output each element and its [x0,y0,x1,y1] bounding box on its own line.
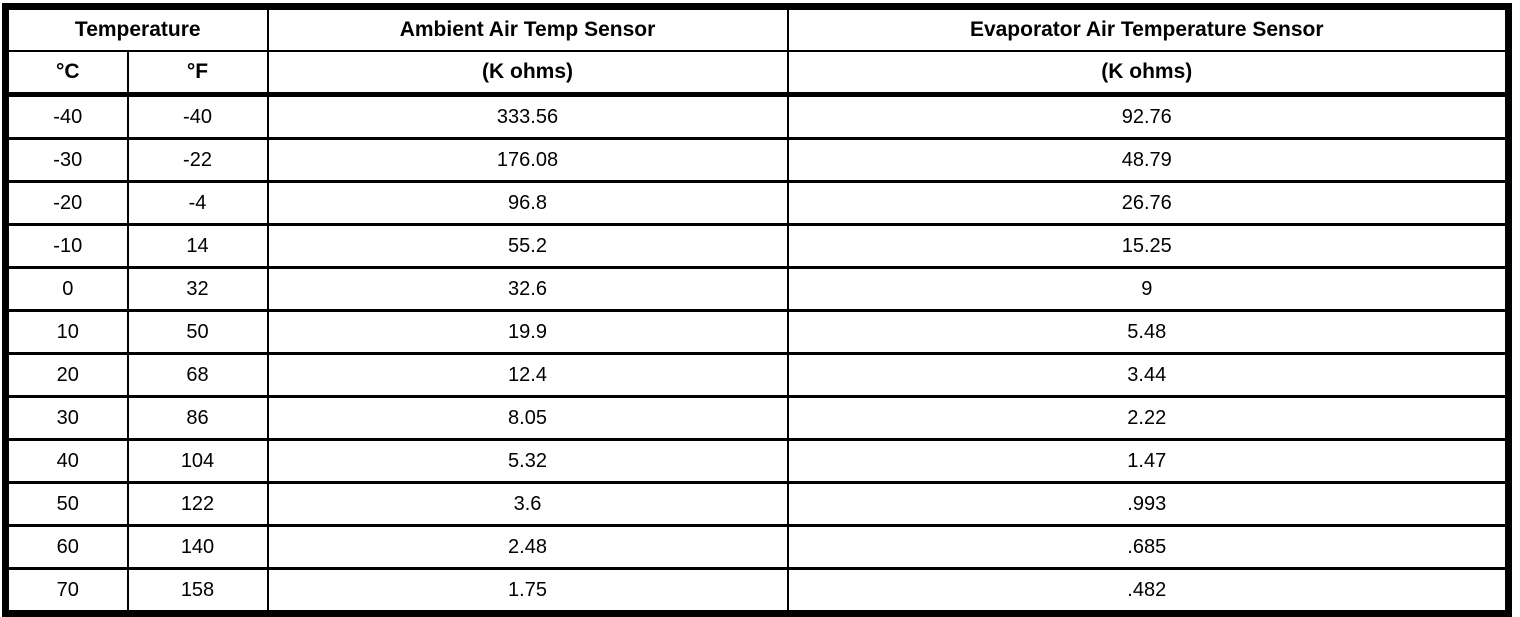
cell-ambient-resistance: 333.56 [266,93,789,140]
table-row: -20 -4 96.8 26.76 [4,180,1510,226]
cell-ambient-resistance: 1.75 [266,567,789,615]
header-fahrenheit-label: °F [126,50,269,97]
table-row: 50 122 3.6 .993 [4,481,1510,527]
cell-ambient-resistance: 5.32 [266,438,789,484]
table-row: -40 -40 333.56 92.76 [4,93,1510,140]
cell-evaporator-resistance: 2.22 [786,395,1510,441]
header-row-titles: Temperature Ambient Air Temp Sensor Evap… [4,5,1510,52]
cell-ambient-resistance: 19.9 [266,309,789,355]
header-celsius-label: °C [4,50,129,97]
table-body: -40 -40 333.56 92.76 -30 -22 176.08 48.7… [4,93,1510,615]
table-row: 40 104 5.32 1.47 [4,438,1510,484]
cell-temp-fahrenheit: 86 [126,395,269,441]
cell-temp-celsius: -10 [4,223,129,269]
cell-ambient-resistance: 3.6 [266,481,789,527]
cell-evaporator-resistance: 3.44 [786,352,1510,398]
cell-temp-celsius: -30 [4,137,129,183]
header-evaporator-sensor-title: Evaporator Air Temperature Sensor [786,5,1510,52]
header-temperature-group: Temperature [4,5,269,52]
cell-evaporator-resistance: 1.47 [786,438,1510,484]
cell-ambient-resistance: 176.08 [266,137,789,183]
cell-ambient-resistance: 12.4 [266,352,789,398]
table-row: 30 86 8.05 2.22 [4,395,1510,441]
cell-ambient-resistance: 8.05 [266,395,789,441]
cell-temp-fahrenheit: 104 [126,438,269,484]
table-row: 60 140 2.48 .685 [4,524,1510,570]
table-row: 70 158 1.75 .482 [4,567,1510,615]
cell-evaporator-resistance: .685 [786,524,1510,570]
header-ambient-unit-label: (K ohms) [266,50,789,97]
cell-ambient-resistance: 96.8 [266,180,789,226]
cell-evaporator-resistance: 92.76 [786,93,1510,140]
cell-temp-fahrenheit: 140 [126,524,269,570]
cell-temp-celsius: -40 [4,93,129,140]
cell-temp-celsius: 70 [4,567,129,615]
table-row: -10 14 55.2 15.25 [4,223,1510,269]
cell-evaporator-resistance: 26.76 [786,180,1510,226]
cell-temp-celsius: 40 [4,438,129,484]
cell-temp-fahrenheit: 50 [126,309,269,355]
cell-temp-celsius: 50 [4,481,129,527]
table-row: 20 68 12.4 3.44 [4,352,1510,398]
header-row-units: °C °F (K ohms) (K ohms) [4,50,1510,97]
cell-temp-fahrenheit: -40 [126,93,269,140]
cell-temp-celsius: 0 [4,266,129,312]
cell-evaporator-resistance: 48.79 [786,137,1510,183]
header-evaporator-unit-label: (K ohms) [786,50,1510,97]
cell-temp-fahrenheit: 158 [126,567,269,615]
cell-evaporator-resistance: 5.48 [786,309,1510,355]
cell-evaporator-resistance: 15.25 [786,223,1510,269]
cell-temp-celsius: -20 [4,180,129,226]
cell-temp-fahrenheit: 32 [126,266,269,312]
cell-temp-fahrenheit: -22 [126,137,269,183]
table-header: Temperature Ambient Air Temp Sensor Evap… [4,5,1510,97]
cell-ambient-resistance: 2.48 [266,524,789,570]
cell-temp-celsius: 60 [4,524,129,570]
cell-temp-fahrenheit: 122 [126,481,269,527]
header-ambient-sensor-title: Ambient Air Temp Sensor [266,5,789,52]
cell-evaporator-resistance: .482 [786,567,1510,615]
cell-ambient-resistance: 32.6 [266,266,789,312]
cell-evaporator-resistance: 9 [786,266,1510,312]
temperature-resistance-table: Temperature Ambient Air Temp Sensor Evap… [2,3,1512,617]
cell-temp-fahrenheit: 68 [126,352,269,398]
table-row: -30 -22 176.08 48.79 [4,137,1510,183]
cell-temp-celsius: 20 [4,352,129,398]
cell-evaporator-resistance: .993 [786,481,1510,527]
table-row: 0 32 32.6 9 [4,266,1510,312]
cell-temp-celsius: 30 [4,395,129,441]
cell-temp-fahrenheit: 14 [126,223,269,269]
cell-ambient-resistance: 55.2 [266,223,789,269]
cell-temp-celsius: 10 [4,309,129,355]
cell-temp-fahrenheit: -4 [126,180,269,226]
table-row: 10 50 19.9 5.48 [4,309,1510,355]
